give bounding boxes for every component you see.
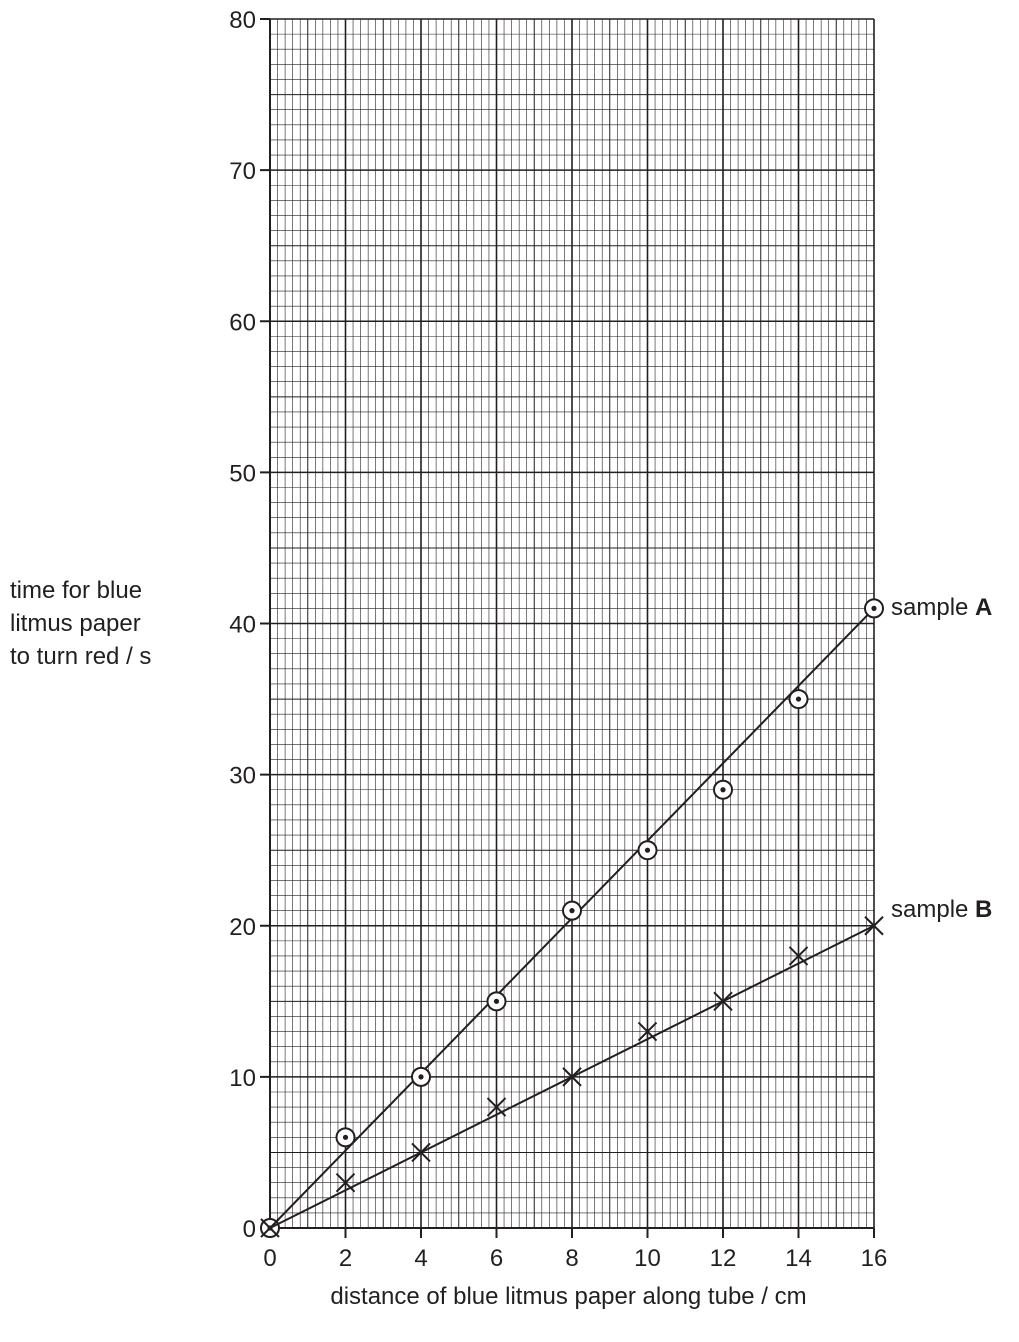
x-tick-label: 8 [565,1245,578,1272]
data-point-sample-a [335,1127,356,1148]
data-point-sample-a [562,900,582,921]
y-tick-label: 10 [229,1065,256,1092]
data-point-sample-b [562,1067,582,1087]
x-tick-label: 12 [710,1245,737,1272]
data-point-sample-a [713,779,733,800]
x-tick-label: 2 [339,1245,352,1272]
y-tick-label: 20 [229,914,256,941]
data-point-sample-b [864,916,884,936]
data-point-sample-b [335,1172,356,1193]
data-point-sample-a [637,840,658,861]
y-tick-label: 0 [243,1216,256,1243]
x-tick-label: 6 [490,1245,503,1272]
y-tick-label: 80 [229,7,256,34]
data-point-sample-b [411,1142,431,1163]
y-tick-label: 50 [229,460,256,487]
data-point-sample-b [713,991,733,1012]
series-label-sample-a: sample A [891,594,993,621]
y-tick-label: 60 [229,309,256,336]
x-axis-label: distance of blue litmus paper along tube… [330,1283,807,1310]
y-tick-label: 70 [229,158,256,185]
y-axis-label-line-1: time for blue [10,577,143,604]
data-point-sample-b [260,1218,280,1238]
series-label-sample-b: sample B [891,896,993,923]
data-point-sample-a [864,598,884,619]
y-tick-label: 30 [229,763,256,790]
x-tick-label: 16 [861,1245,888,1272]
grid [269,18,875,1229]
x-tick-label: 0 [263,1245,276,1272]
data-point-sample-a [411,1066,431,1087]
y-tick-label: 40 [229,612,256,639]
x-tick-label: 14 [785,1245,812,1272]
data-point-sample-a [788,689,809,710]
y-axis-label-line-2: litmus paper [10,610,141,637]
data-point-sample-b [788,946,809,966]
data-point-sample-b [637,1021,658,1042]
y-axis-label: time for blue litmus paper to turn red /… [10,574,210,673]
x-tick-label: 4 [414,1245,427,1272]
data-point-sample-a [486,991,507,1012]
y-axis-label-line-3: to turn red / s [10,643,152,670]
x-tick-label: 10 [634,1245,661,1272]
data-point-sample-b [486,1097,507,1117]
